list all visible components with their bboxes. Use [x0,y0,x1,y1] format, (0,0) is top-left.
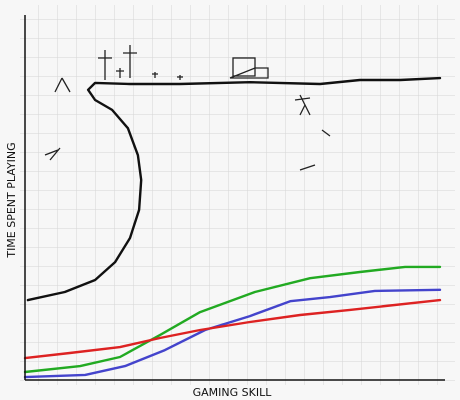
y-axis-label: TIME SPENT PLAYING [5,142,18,258]
grid-paper [20,5,455,385]
line [23,265,442,374]
x-axis-label: GAMING SKILL [193,386,273,399]
line [23,298,442,360]
doodles [44,45,331,171]
plot-area [23,76,442,379]
line [23,288,442,379]
line [26,76,442,302]
